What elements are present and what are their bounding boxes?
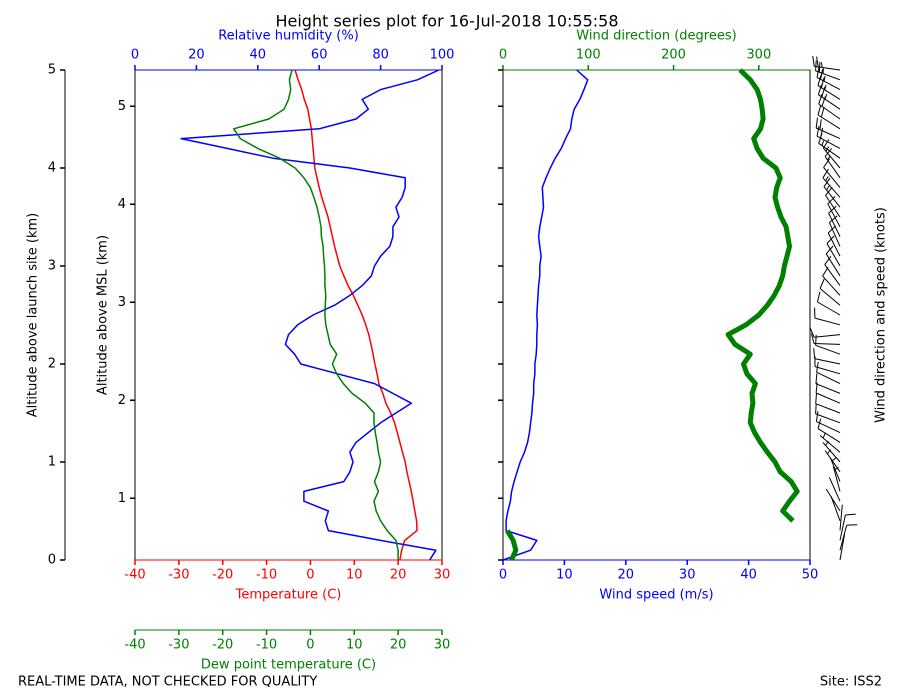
x-tick-label: 100 bbox=[430, 48, 455, 63]
x-tick-label: 0 bbox=[306, 568, 314, 583]
footer-note: REAL-TIME DATA, NOT CHECKED FOR QUALITY bbox=[18, 675, 317, 690]
wind-barb bbox=[818, 94, 841, 120]
x-tick-label: 60 bbox=[311, 48, 328, 63]
wind-barb bbox=[825, 488, 841, 512]
barbs-title: Wind direction and speed (knots) bbox=[874, 207, 889, 423]
x-tick-label: 100 bbox=[576, 48, 601, 63]
wind-barb bbox=[824, 255, 841, 286]
y-tick-label: 1 bbox=[118, 491, 126, 506]
x-axis-title: Relative humidity (%) bbox=[218, 29, 359, 44]
y-tick-label: 3 bbox=[118, 295, 126, 310]
y-axis-title: Altitude above MSL (km) bbox=[96, 235, 111, 395]
x-tick-label: 10 bbox=[346, 568, 363, 583]
x-tick-label: 10 bbox=[346, 638, 363, 653]
plot-frame bbox=[134, 69, 443, 561]
x-tick-label: 20 bbox=[390, 638, 407, 653]
y-tick-label: 3 bbox=[48, 259, 56, 274]
y-tick-label: 2 bbox=[48, 357, 56, 372]
wind-barb bbox=[817, 104, 841, 130]
wind-barb bbox=[813, 348, 841, 365]
wind-barb bbox=[826, 235, 841, 267]
series-line bbox=[502, 69, 589, 561]
wind-barb bbox=[814, 307, 841, 326]
x-axis-title: Dew point temperature (C) bbox=[201, 658, 376, 673]
wind-barb bbox=[815, 373, 841, 394]
x-tick-label: 0 bbox=[131, 48, 139, 63]
x-tick-label: 30 bbox=[434, 568, 451, 583]
series-line bbox=[232, 69, 399, 560]
y-tick-label: 5 bbox=[48, 63, 56, 78]
wind-barb bbox=[817, 84, 841, 110]
x-tick-label: 0 bbox=[306, 638, 314, 653]
x-tick-label: -40 bbox=[124, 568, 145, 583]
series-line bbox=[180, 69, 440, 561]
wind-barb bbox=[817, 75, 841, 100]
x-tick-label: 20 bbox=[618, 568, 635, 583]
wind-barb bbox=[823, 158, 841, 188]
series-line bbox=[505, 68, 800, 562]
wind-barb bbox=[819, 433, 841, 453]
wind-barb bbox=[822, 168, 841, 198]
x-axis-title: Wind direction (degrees) bbox=[576, 29, 736, 44]
y-axis-title: Altitude above launch site (km) bbox=[26, 213, 41, 417]
wind-barb bbox=[830, 496, 841, 521]
y-tick-label: 1 bbox=[48, 455, 56, 470]
wind-barb bbox=[839, 504, 843, 531]
wind-barb bbox=[828, 215, 841, 247]
wind-barb bbox=[839, 513, 856, 541]
x-tick-label: 200 bbox=[661, 48, 686, 63]
chart-title: Height series plot for 16-Jul-2018 10:55… bbox=[275, 12, 618, 31]
x-tick-label: -20 bbox=[212, 638, 233, 653]
x-tick-label: 10 bbox=[556, 568, 573, 583]
x-tick-label: -30 bbox=[168, 638, 189, 653]
y-tick-label: 5 bbox=[118, 99, 126, 114]
wind-barb bbox=[819, 278, 841, 306]
x-tick-label: 40 bbox=[250, 48, 267, 63]
wind-barb bbox=[817, 418, 841, 443]
wind-barb bbox=[815, 393, 841, 414]
wind-barb bbox=[815, 60, 841, 81]
x-tick-label: 0 bbox=[499, 48, 507, 63]
wind-barb bbox=[825, 245, 841, 277]
wind-barb bbox=[828, 205, 841, 237]
wind-barb bbox=[812, 56, 841, 71]
plot-frame bbox=[502, 69, 811, 561]
x-tick-label: -10 bbox=[256, 638, 277, 653]
wind-barb bbox=[828, 477, 841, 502]
x-axis-title: Wind speed (m/s) bbox=[599, 588, 713, 603]
x-tick-label: 40 bbox=[740, 568, 757, 583]
wind-barb bbox=[809, 327, 841, 338]
x-tick-label: -30 bbox=[168, 568, 189, 583]
y-tick-label: 4 bbox=[118, 197, 126, 212]
wind-barb bbox=[814, 356, 841, 375]
x-tick-label: -40 bbox=[124, 638, 145, 653]
wind-barb bbox=[817, 291, 841, 316]
x-tick-label: -10 bbox=[256, 568, 277, 583]
y-tick-label: 0 bbox=[48, 553, 56, 568]
wind-barb bbox=[815, 411, 841, 434]
wind-barb bbox=[839, 534, 845, 561]
wind-barb bbox=[810, 333, 841, 345]
wind-barb bbox=[816, 125, 841, 149]
x-tick-label: 30 bbox=[679, 568, 696, 583]
x-tick-label: 300 bbox=[746, 48, 771, 63]
wind-barb bbox=[815, 117, 841, 140]
x-tick-label: 20 bbox=[188, 48, 205, 63]
wind-barb bbox=[825, 186, 841, 218]
site-label: Site: ISS2 bbox=[820, 675, 882, 690]
wind-barb bbox=[827, 196, 841, 228]
series-line bbox=[294, 69, 418, 561]
y-tick-label: 2 bbox=[118, 393, 126, 408]
x-tick-label: 30 bbox=[434, 638, 451, 653]
x-tick-label: 20 bbox=[390, 568, 407, 583]
x-tick-label: 50 bbox=[802, 568, 819, 583]
x-tick-label: 0 bbox=[499, 568, 507, 583]
x-tick-label: 80 bbox=[372, 48, 389, 63]
y-tick-label: 4 bbox=[48, 161, 56, 176]
x-tick-label: -20 bbox=[212, 568, 233, 583]
wind-barb bbox=[815, 403, 841, 424]
x-axis-title: Temperature (C) bbox=[235, 588, 342, 603]
wind-barb bbox=[839, 524, 858, 551]
